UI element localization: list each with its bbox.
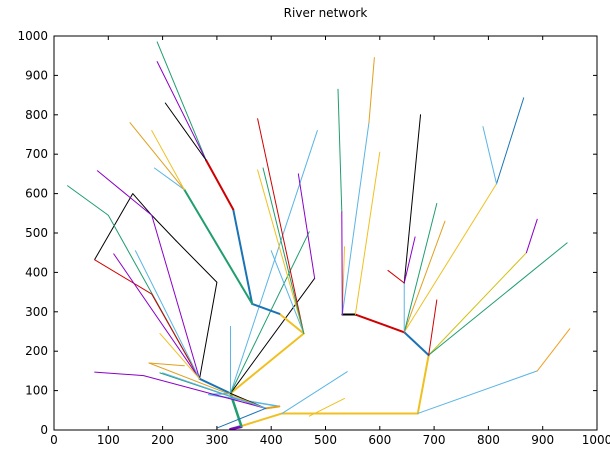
river-segment-55 [175,240,218,380]
river-segment-5 [308,397,346,417]
river-segment-56 [94,193,177,260]
river-segment-42 [270,250,305,334]
river-segment-64 [148,362,267,409]
river-segment-15 [496,97,525,185]
x-tick-label-3: 300 [205,433,228,447]
river-segment-25 [354,151,381,316]
river-segment-36 [229,231,310,394]
river-segment-57 [96,170,201,380]
river-segment-43 [251,302,281,315]
river-segment-48 [156,61,207,161]
river-segment-9 [403,331,430,357]
y-tick-label-2: 200 [25,344,48,358]
river-segment-14 [403,183,498,333]
river-segment-30 [337,88,343,212]
river-segment-45 [183,188,254,305]
plot-frame [53,35,598,431]
river-segment-59 [94,259,201,380]
y-tick-label-6: 600 [25,187,48,201]
x-tick-label-5: 500 [314,433,337,447]
river-segment-47 [156,41,207,161]
river-segment-53 [129,122,185,191]
river-segment-16 [482,126,498,185]
river-segment-12 [428,299,438,356]
x-tick-label-9: 900 [531,433,554,447]
river-segment-51 [262,167,305,334]
river-segment-1 [229,425,243,431]
river-segment-23 [403,236,416,284]
river-segment-10 [428,252,527,356]
river-segment-32 [229,332,305,395]
y-tick-label-5: 500 [25,226,48,240]
river-segment-52 [153,167,185,191]
river-segment-4 [281,371,348,414]
y-tick-label-1: 100 [25,384,48,398]
river-segment-54 [151,130,185,191]
x-tick-label-6: 600 [368,433,391,447]
river-segment-6 [416,354,430,415]
x-tick-label-1: 100 [97,433,120,447]
river-segment-8 [536,328,571,372]
x-tick-label-10: 1000 [582,433,610,447]
river-segment-13 [525,218,538,254]
x-tick-label-0: 0 [50,433,58,447]
river-segment-46 [205,159,235,211]
river-segment-11 [428,242,568,356]
river-segment-2 [240,412,419,428]
river-segment-19 [354,313,406,334]
river-segment-40 [257,118,305,334]
river-segment-67 [148,362,185,367]
river-segment-34 [229,277,316,394]
y-tick-label-10: 1000 [17,29,48,43]
river-segment-68 [162,372,267,409]
x-tick-label-4: 400 [260,433,283,447]
x-tick-label-2: 200 [151,433,174,447]
river-segment-27 [341,122,370,316]
river-segment-44 [232,208,254,305]
y-tick-label-7: 700 [25,147,48,161]
river-segment-21 [387,269,405,284]
river-segment-41 [278,312,305,335]
x-tick-label-8: 800 [477,433,500,447]
river-segment-62 [159,332,201,380]
x-tick-label-7: 700 [423,433,446,447]
river-segment-39 [297,173,316,279]
y-tick-label-9: 900 [25,68,48,82]
y-tick-label-3: 300 [25,305,48,319]
river-segment-22 [403,114,422,284]
river-segment-60 [113,253,201,380]
river-segment-28 [368,57,375,124]
y-tick-label-4: 400 [25,265,48,279]
river-segment-17 [403,220,446,333]
tick-layer: 0 100 200 300 400 500 600 700 800 900 1000 0 100 200 3… [17,29,610,447]
river-segment-66 [94,371,267,409]
river-segment-7 [417,370,538,414]
chart-title: River network [283,6,368,20]
river-segment-69 [216,407,267,429]
river-segment-38 [264,405,281,410]
river-segment-49 [164,102,207,161]
y-tick-label-8: 800 [25,108,48,122]
river-segment-35 [229,130,318,394]
river-segment-18 [403,202,438,333]
river-segment-29 [341,210,343,316]
river-segment-31 [198,377,232,395]
series-layer [67,41,571,431]
river-segment-61 [134,250,201,380]
y-tick-label-0: 0 [40,423,48,437]
river-segment-50 [257,169,305,334]
